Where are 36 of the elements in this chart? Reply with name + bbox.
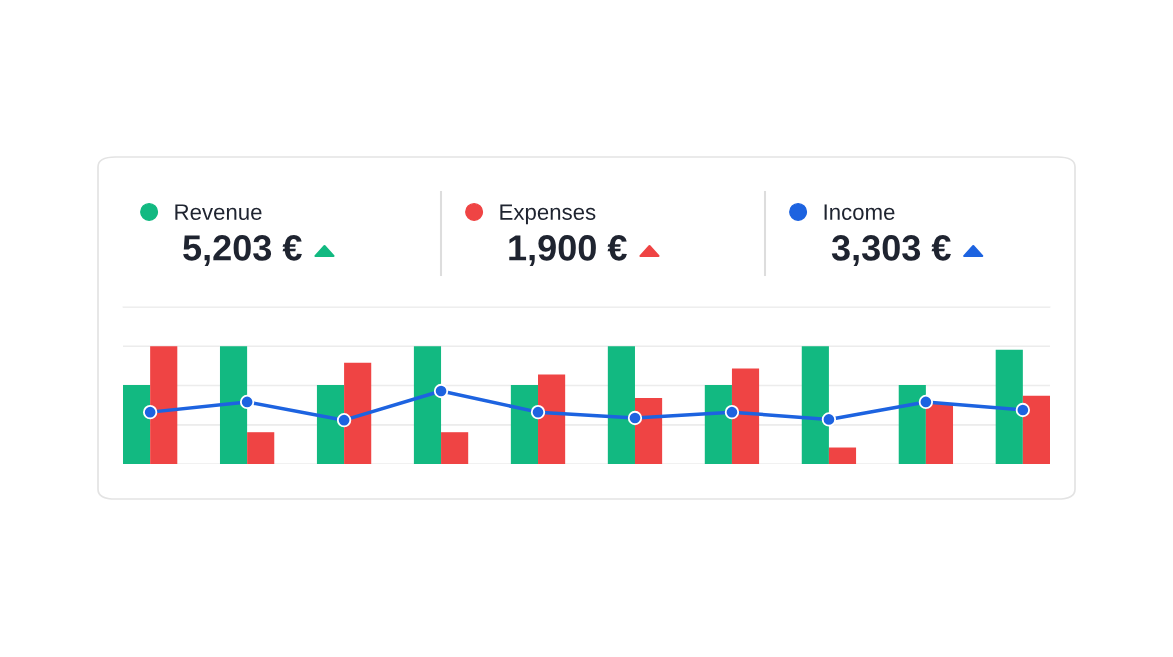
bar — [704, 385, 732, 464]
point — [239, 394, 255, 410]
point — [336, 413, 352, 428]
bar — [510, 385, 539, 464]
bar — [925, 403, 954, 464]
point — [918, 394, 934, 410]
bar — [731, 368, 760, 464]
bar — [995, 349, 1023, 464]
legend-label: Expenses — [500, 204, 596, 225]
bar — [150, 346, 178, 464]
point — [433, 383, 449, 399]
bar — [801, 346, 829, 464]
bar — [247, 432, 275, 464]
text: 3,303 € — [831, 235, 951, 266]
point — [724, 405, 740, 420]
point — [1015, 402, 1031, 418]
bar — [413, 346, 442, 464]
bar — [316, 385, 345, 464]
point — [821, 412, 837, 427]
bar — [123, 385, 151, 464]
legend-label: Income — [824, 204, 895, 220]
text: 1,900 € — [509, 235, 627, 266]
bar — [607, 346, 635, 464]
bar — [1022, 395, 1050, 464]
bar — [538, 374, 566, 464]
bar — [344, 362, 372, 464]
bar — [898, 385, 926, 464]
bar — [634, 398, 663, 464]
bar — [441, 432, 469, 464]
bar — [219, 346, 248, 464]
point — [530, 405, 546, 420]
point — [627, 410, 643, 426]
point — [142, 405, 158, 420]
legend-label: Revenue — [175, 204, 262, 220]
bar — [828, 447, 857, 464]
text: 5,203 € — [183, 235, 302, 266]
